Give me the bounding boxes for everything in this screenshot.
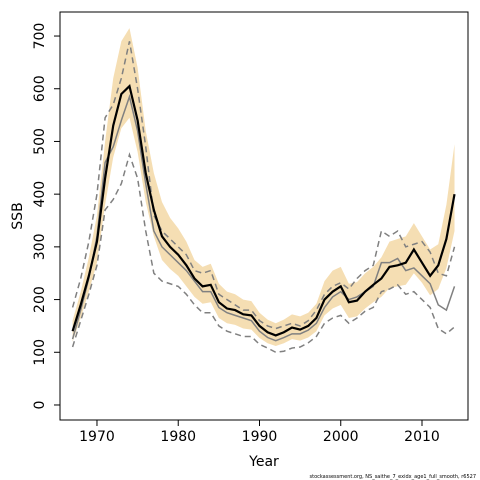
y-tick-label: 400 xyxy=(32,181,48,208)
y-tick-label: 600 xyxy=(32,75,48,102)
y-tick-label: 200 xyxy=(32,286,48,313)
x-axis-label: Year xyxy=(248,454,279,470)
series-line xyxy=(71,152,455,354)
y-axis-label: SSB xyxy=(10,202,26,229)
x-tick-label: 1990 xyxy=(242,429,278,445)
series-line xyxy=(71,93,456,342)
x-tick-label: 2000 xyxy=(323,429,359,445)
y-tick-label: 100 xyxy=(32,339,48,366)
plot-frame xyxy=(59,11,469,421)
footnote: stockassessment.org, NS_saithe_7_exidx_a… xyxy=(310,474,477,480)
x-tick-label: 2010 xyxy=(404,429,440,445)
confidence-band xyxy=(72,28,455,346)
y-tick-label: 700 xyxy=(32,23,48,50)
series-line xyxy=(71,41,456,330)
y-tick-label: 500 xyxy=(32,128,48,155)
series-line xyxy=(71,83,456,337)
x-tick-label: 1980 xyxy=(160,429,196,445)
x-tick-label: 1970 xyxy=(79,429,115,445)
y-tick-label: 300 xyxy=(32,233,48,260)
y-tick-label: 0 xyxy=(32,401,48,410)
